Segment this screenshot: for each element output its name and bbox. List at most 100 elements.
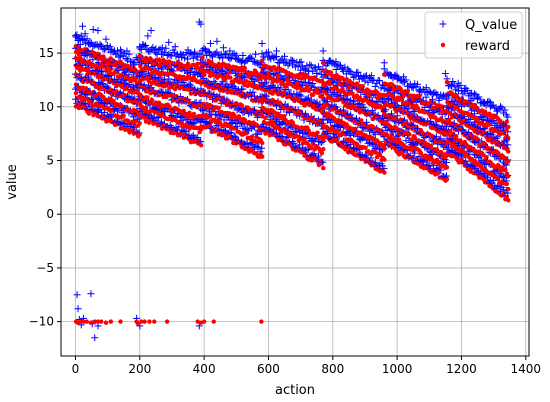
reward-point: [259, 154, 265, 159]
q-value-point: [213, 37, 221, 45]
reward-point: [137, 53, 143, 58]
reward-point: [404, 120, 409, 125]
q-value-point: [162, 44, 170, 52]
q-value-point: [371, 82, 379, 90]
y-tick-label: −10: [29, 315, 54, 329]
reward-point: [208, 60, 213, 65]
q-value-point: [452, 86, 460, 94]
reward-point: [148, 66, 153, 72]
reward-point: [202, 72, 207, 78]
reward-point: [137, 132, 142, 137]
q-value-point: [479, 115, 487, 123]
q-value-point: [194, 134, 202, 142]
q-value-point: [342, 129, 350, 137]
reward-point: [337, 82, 342, 87]
reward-point: [118, 59, 123, 64]
reward-point: [201, 319, 207, 324]
reward-point: [472, 105, 477, 111]
reward-point: [414, 125, 419, 131]
reward-point: [101, 94, 106, 100]
reward-point: [418, 150, 424, 156]
reward-point: [164, 319, 170, 324]
q-value-point: [301, 66, 309, 74]
q-value-point: [172, 52, 180, 60]
q-value-point: [494, 182, 502, 190]
reward-point: [504, 181, 510, 187]
reward-point: [319, 160, 325, 165]
reward-point: [259, 319, 264, 324]
reward-point: [382, 146, 387, 151]
x-tick-label: 600: [257, 362, 280, 376]
q-value-point: [408, 83, 416, 91]
q-value-point: [179, 116, 187, 124]
reward-point: [451, 141, 456, 146]
reward-point: [295, 80, 300, 86]
q-value-point: [165, 75, 173, 83]
reward-point: [185, 61, 191, 67]
reward-point: [344, 122, 349, 127]
reward-point: [188, 91, 194, 96]
reward-point: [211, 319, 216, 324]
q-value-point: [219, 54, 227, 62]
q-value-point: [485, 97, 493, 105]
reward-point: [266, 71, 271, 76]
reward-point: [411, 97, 416, 102]
reward-point: [405, 88, 411, 94]
q-value-point: [262, 78, 270, 86]
q-value-point: [277, 121, 285, 129]
q-value-point: [361, 152, 369, 160]
q-value-point: [294, 62, 302, 70]
q-value-point: [125, 71, 133, 79]
reward-point: [242, 65, 248, 71]
reward-point: [207, 114, 213, 119]
reward-point: [142, 319, 147, 324]
q-value-point: [314, 63, 322, 71]
q-value-point: [219, 44, 227, 52]
q-value-point: [182, 127, 190, 135]
reward-point: [335, 128, 341, 133]
x-tick-label: 400: [193, 362, 216, 376]
reward-point: [103, 320, 109, 325]
reward-point: [504, 119, 510, 124]
reward-point: [477, 160, 482, 165]
q-value-point: [422, 84, 430, 92]
reward-point: [506, 135, 511, 141]
q-value-point: [83, 35, 91, 43]
x-tick-label: 1400: [511, 362, 542, 376]
q-value-point: [428, 151, 436, 159]
reward-point: [453, 134, 459, 139]
q-value-point: [453, 83, 461, 91]
q-value-point: [189, 54, 197, 62]
reward-point: [259, 99, 265, 105]
q-value-point: [350, 144, 358, 152]
reward-point: [79, 59, 85, 64]
y-tick-label: −5: [36, 261, 54, 275]
reward-point: [464, 161, 469, 167]
reward-point: [382, 72, 387, 77]
reward-point: [484, 154, 489, 160]
q-value-point: [296, 58, 304, 66]
q-value-point: [309, 79, 317, 87]
q-value-point: [290, 58, 298, 66]
q-value-point: [450, 119, 458, 127]
y-axis-label: value: [5, 164, 20, 200]
reward-point: [382, 170, 387, 175]
reward-point: [319, 150, 325, 156]
x-tick-label: 1000: [382, 362, 413, 376]
reward-point: [321, 137, 326, 143]
reward-point: [228, 75, 233, 80]
q-value-point: [185, 118, 193, 126]
y-tick-label: 15: [39, 46, 54, 60]
q-value-point: [152, 73, 160, 81]
reward-point: [304, 84, 310, 89]
reward-point: [259, 140, 265, 146]
reward-point: [328, 70, 334, 75]
q-value-point: [246, 53, 254, 61]
q-value-point: [206, 48, 214, 56]
reward-point: [321, 165, 326, 171]
reward-point: [451, 121, 456, 127]
q-value-point: [492, 134, 500, 142]
q-value-point: [147, 27, 155, 35]
reward-point: [504, 128, 509, 133]
